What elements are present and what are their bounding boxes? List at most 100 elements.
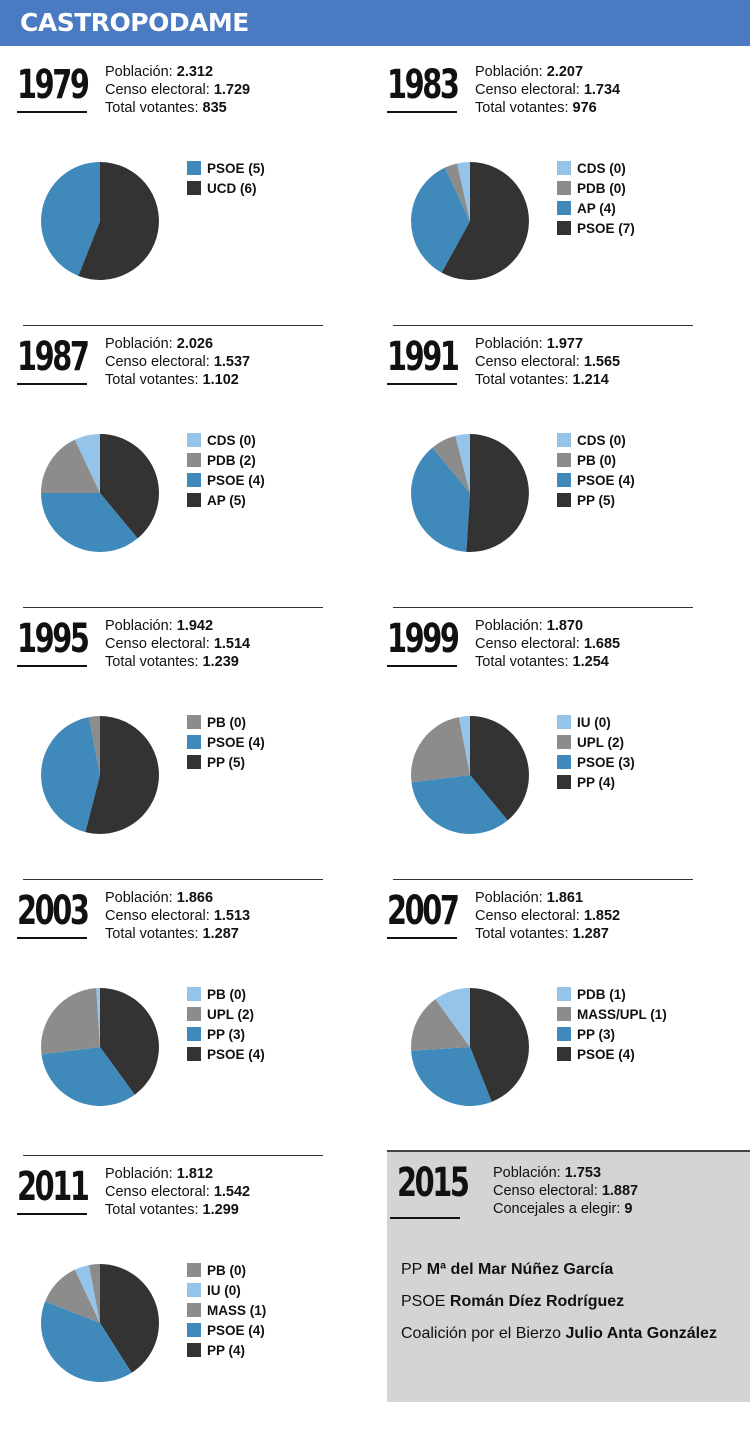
stat-label: Población: bbox=[105, 1166, 173, 1182]
stat-label: Población: bbox=[105, 618, 173, 634]
stats-block: Población: 2.026 Censo electoral: 1.537 To… bbox=[105, 335, 250, 389]
pie-slice-massupl bbox=[411, 999, 470, 1051]
legend-swatch bbox=[187, 1047, 201, 1061]
stat-poblacion: Población: 1.812 bbox=[105, 1165, 250, 1183]
stat-value: 1.870 bbox=[546, 618, 584, 634]
stat-value: 1.729 bbox=[213, 82, 251, 98]
stat-label: Total votantes: bbox=[105, 372, 199, 388]
pie-slice-mass bbox=[45, 1269, 100, 1323]
stat-value: 1.513 bbox=[213, 908, 251, 924]
year-underline bbox=[387, 665, 457, 667]
legend: PDB (1) MASS/UPL (1) PP (3) PSOE (4) bbox=[557, 984, 667, 1064]
stat-votantes: Total votantes: 1.299 bbox=[105, 1201, 250, 1219]
stat-value: 2.312 bbox=[176, 64, 214, 80]
legend-swatch bbox=[557, 493, 571, 507]
legend-item: PSOE (3) bbox=[557, 752, 635, 772]
separator-line bbox=[23, 607, 323, 608]
pie-slice-psoe bbox=[470, 988, 529, 1102]
legend-swatch bbox=[557, 181, 571, 195]
pie-chart bbox=[411, 162, 529, 280]
legend-item: MASS (1) bbox=[187, 1300, 266, 1320]
stat-censo: Censo electoral: 1.565 bbox=[475, 353, 620, 371]
year-label: 2007 bbox=[387, 888, 460, 934]
pie-slice-psoe bbox=[100, 988, 159, 1095]
year-underline bbox=[387, 111, 457, 113]
legend-item: PP (5) bbox=[557, 490, 635, 510]
legend-item: PP (5) bbox=[187, 752, 265, 772]
legend-swatch bbox=[187, 1303, 201, 1317]
year-underline bbox=[390, 1217, 460, 1219]
pie-slice-pp bbox=[411, 1047, 492, 1106]
pie-slice-psoe bbox=[441, 162, 529, 280]
stats-block: Población: 1.861 Censo electoral: 1.852 To… bbox=[475, 889, 620, 943]
panel-1987: 1987 Población: 2.026 Censo electoral: 1.5… bbox=[17, 325, 392, 600]
legend-swatch bbox=[557, 987, 571, 1001]
legend-item: PP (3) bbox=[557, 1024, 667, 1044]
legend-item: CDS (0) bbox=[187, 430, 265, 450]
legend-item: AP (4) bbox=[557, 198, 635, 218]
stat-label: Población: bbox=[475, 64, 543, 80]
year-label: 1991 bbox=[387, 334, 460, 380]
year-underline bbox=[17, 665, 87, 667]
pie-chart bbox=[41, 988, 159, 1106]
separator-line bbox=[23, 325, 323, 326]
legend-swatch bbox=[187, 493, 201, 507]
stat-label: Población: bbox=[105, 890, 173, 906]
year-label: 1983 bbox=[387, 62, 460, 108]
pie-slice-pb bbox=[432, 435, 470, 493]
stat-censo: Censo electoral: 1.542 bbox=[105, 1183, 250, 1201]
pie-slice-pp bbox=[85, 716, 159, 834]
stat-value: 1.565 bbox=[583, 354, 621, 370]
candidate-row: PSOE Román Díez Rodríguez bbox=[401, 1293, 625, 1310]
stat-label: Total votantes: bbox=[105, 100, 199, 116]
year-underline bbox=[17, 383, 87, 385]
legend-label: PSOE (4) bbox=[207, 734, 265, 750]
legend-label: PP (3) bbox=[207, 1026, 246, 1042]
stat-label: Total votantes: bbox=[475, 100, 569, 116]
stat-value: 1.514 bbox=[213, 636, 251, 652]
legend-item: PB (0) bbox=[187, 1260, 266, 1280]
legend-swatch bbox=[187, 755, 201, 769]
stat-value: 1.214 bbox=[572, 372, 609, 388]
legend-label: AP (4) bbox=[577, 200, 616, 216]
legend-label: PSOE (4) bbox=[577, 1046, 635, 1062]
legend-item: PSOE (4) bbox=[187, 1044, 265, 1064]
pie-slice-iu bbox=[74, 1265, 100, 1323]
legend-item: PB (0) bbox=[187, 984, 265, 1004]
legend-swatch bbox=[187, 987, 201, 1001]
legend-item: PDB (1) bbox=[557, 984, 667, 1004]
stat-votantes: Total votantes: 976 bbox=[475, 99, 620, 117]
legend: IU (0) UPL (2) PSOE (3) PP (4) bbox=[557, 712, 635, 792]
stat-poblacion: Población: 1.977 bbox=[475, 335, 620, 353]
legend-item: UCD (6) bbox=[187, 178, 265, 198]
legend-label: PSOE (4) bbox=[577, 472, 635, 488]
legend-label: PDB (0) bbox=[577, 180, 626, 196]
legend-item: UPL (2) bbox=[557, 732, 635, 752]
legend-label: PSOE (3) bbox=[577, 754, 635, 770]
pie-slice-upl bbox=[41, 988, 100, 1055]
stat-value: 1.861 bbox=[546, 890, 584, 906]
stat-votantes: Total votantes: 1.102 bbox=[105, 371, 250, 389]
legend: PB (0) PSOE (4) PP (5) bbox=[187, 712, 265, 772]
legend-swatch bbox=[557, 473, 571, 487]
stat-poblacion: Población: 2.026 bbox=[105, 335, 250, 353]
legend-swatch bbox=[557, 755, 571, 769]
legend-label: IU (0) bbox=[577, 714, 611, 730]
stat-votantes: Total votantes: 835 bbox=[105, 99, 250, 117]
legend-item: PP (4) bbox=[557, 772, 635, 792]
legend-swatch bbox=[557, 775, 571, 789]
year-label: 1987 bbox=[17, 334, 90, 380]
stat-value: 1.942 bbox=[176, 618, 214, 634]
legend-item: PDB (0) bbox=[557, 178, 635, 198]
stat-label: Censo electoral: bbox=[475, 636, 580, 652]
legend-swatch bbox=[557, 433, 571, 447]
legend-item: PSOE (4) bbox=[187, 1320, 266, 1340]
legend-item: PSOE (5) bbox=[187, 158, 265, 178]
stat-votantes: Total votantes: 1.239 bbox=[105, 653, 250, 671]
stats-block: Población: 1.812 Censo electoral: 1.542 To… bbox=[105, 1165, 250, 1219]
year-2015: 2015 bbox=[397, 1160, 470, 1206]
stat-label: Total votantes: bbox=[105, 926, 199, 942]
pie-slice-psoe bbox=[41, 717, 100, 833]
pie-slice-iu bbox=[458, 716, 470, 775]
legend: CDS (0) PB (0) PSOE (4) PP (5) bbox=[557, 430, 635, 510]
